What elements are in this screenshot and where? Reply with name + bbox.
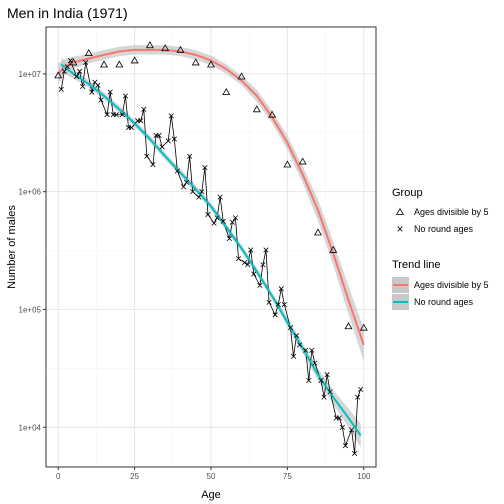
legend-trend-title: Trend line [392,259,441,271]
y-tick-label: 1e+07 [19,70,42,79]
legend-key-cross-icon [398,227,403,232]
chart-title: Men in India (1971) [7,5,128,21]
x-tick-label: 25 [130,472,139,481]
x-axis: 0 25 50 75 100 [56,467,371,481]
x-tick-label: 50 [207,472,216,481]
legend-group-label: Ages divisible by 5 [414,207,489,217]
y-tick-label: 1e+06 [19,188,42,197]
y-tick-label: 1e+04 [19,423,42,432]
legend-key-triangle-icon [397,209,404,215]
x-tick-label: 0 [56,472,61,481]
plot-area [46,27,376,467]
y-axis-title: Number of males [6,205,18,289]
y-tick-label: 1e+05 [19,305,42,314]
legend-group: Group Ages divisible by 5 No round ages [392,187,489,234]
legend-trend-label: Ages divisible by 5 [414,280,489,290]
legend-trend-label: No round ages [414,297,474,307]
x-axis-title: Age [201,489,221,501]
x-tick-label: 75 [283,472,292,481]
legend-group-title: Group [392,187,423,199]
legend-trend: Trend line Ages divisible by 5 No round a… [392,259,489,310]
y-axis: 1e+04 1e+05 1e+06 1e+07 [19,70,46,432]
legend-group-label: No round ages [414,224,474,234]
x-tick-label: 100 [357,472,371,481]
